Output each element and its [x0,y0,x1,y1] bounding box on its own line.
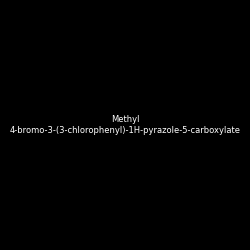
Text: Methyl 4-bromo-3-(3-chlorophenyl)-1H-pyrazole-5-carboxylate: Methyl 4-bromo-3-(3-chlorophenyl)-1H-pyr… [10,115,240,135]
